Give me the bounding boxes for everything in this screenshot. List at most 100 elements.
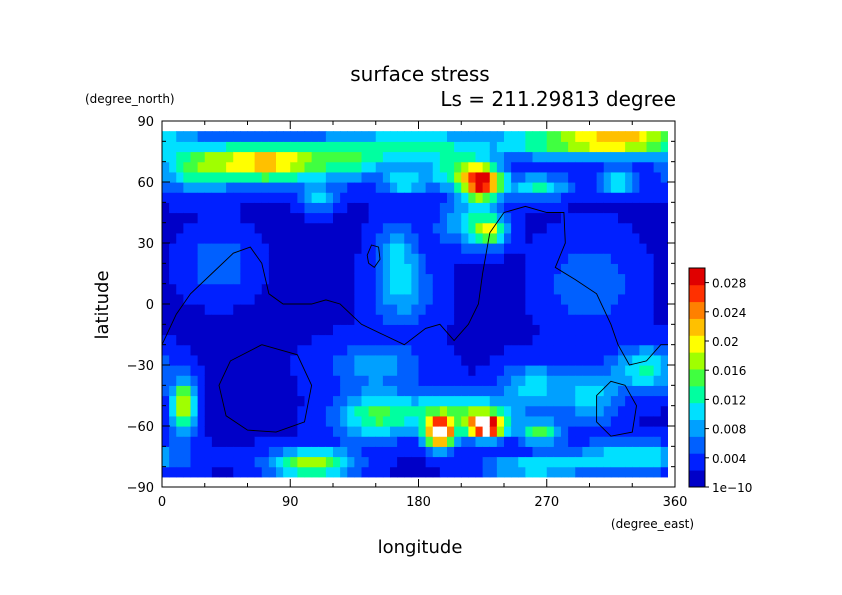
heat-cell	[176, 202, 184, 214]
heat-cell	[382, 273, 391, 285]
heat-cell	[226, 182, 234, 193]
heat-cell	[354, 354, 363, 366]
heat-cell	[660, 304, 668, 315]
heat-cell	[639, 182, 648, 193]
heat-cell	[268, 161, 277, 173]
heat-cell	[290, 171, 298, 183]
heat-cell	[368, 304, 377, 315]
heat-cell	[618, 283, 626, 295]
heat-cell	[603, 131, 612, 142]
heat-cell	[454, 171, 462, 183]
heat-cell	[439, 192, 448, 203]
heat-cell	[204, 263, 213, 275]
heat-cell	[610, 283, 619, 295]
heat-cell	[318, 161, 327, 173]
heat-cell	[176, 212, 184, 224]
heat-cell	[589, 222, 598, 234]
heat-cell	[340, 426, 348, 437]
heat-cell	[447, 192, 455, 203]
heat-cell	[496, 273, 505, 285]
heat-cell	[162, 415, 170, 427]
heat-cell	[219, 131, 227, 142]
heat-cell	[525, 151, 534, 163]
heat-cell	[297, 222, 306, 234]
heat-cell	[276, 222, 284, 234]
heat-cell	[297, 334, 306, 346]
heat-cell	[176, 263, 184, 275]
heat-cell	[568, 304, 576, 315]
heat-cell	[439, 222, 448, 234]
heat-cell	[596, 304, 605, 315]
heat-cell	[297, 354, 306, 366]
heat-cell	[297, 243, 306, 254]
heat-cell	[211, 395, 220, 407]
heat-cell	[660, 395, 668, 407]
heat-cell	[333, 426, 341, 437]
heat-cell	[190, 426, 199, 437]
heat-cell	[247, 405, 256, 417]
heat-cell	[489, 273, 498, 285]
heat-cell	[382, 466, 391, 478]
heat-cell	[226, 446, 234, 458]
heat-cell	[204, 212, 213, 224]
heat-cell	[375, 161, 384, 173]
heat-cell	[297, 436, 306, 447]
heat-cell	[197, 182, 206, 193]
heat-cell	[211, 131, 220, 142]
heat-cell	[276, 415, 284, 427]
heat-cell	[625, 192, 633, 203]
heat-cell	[475, 446, 484, 458]
heat-cell	[646, 273, 655, 285]
heat-cell	[261, 375, 270, 386]
heat-cell	[482, 436, 491, 447]
heat-cell	[553, 161, 562, 173]
heat-cell	[667, 405, 668, 417]
heat-cell	[268, 436, 277, 447]
heat-cell	[432, 395, 441, 407]
heat-cell	[397, 253, 405, 264]
heat-cell	[333, 171, 341, 183]
heat-cell	[368, 446, 377, 458]
heat-cell	[197, 395, 206, 407]
heat-cell	[268, 212, 277, 224]
heat-cell	[219, 304, 227, 315]
heat-cell	[219, 212, 227, 224]
heat-cell	[190, 293, 199, 305]
heat-cell	[261, 385, 270, 397]
heat-cell	[496, 222, 505, 234]
heat-cell	[382, 375, 391, 386]
heat-cell	[276, 202, 284, 214]
heat-cell	[290, 192, 298, 203]
heat-cell	[247, 334, 256, 346]
heat-cell	[411, 446, 420, 458]
heat-cell	[169, 344, 177, 356]
heat-cell	[546, 273, 555, 285]
heat-cell	[318, 182, 327, 193]
heat-cell	[204, 232, 213, 244]
heat-cell	[347, 161, 355, 173]
heat-cell	[176, 131, 184, 142]
heat-cell	[518, 324, 526, 336]
heat-cell	[468, 283, 477, 295]
heat-cell	[190, 314, 199, 325]
heat-cell	[468, 365, 477, 376]
heat-cell	[482, 212, 491, 224]
heat-cell	[553, 354, 562, 366]
heat-cell	[553, 283, 562, 295]
heat-cell	[475, 314, 484, 325]
heat-cell	[247, 314, 256, 325]
heat-cell	[397, 405, 405, 417]
heat-cell	[283, 304, 291, 315]
heat-cell	[432, 192, 441, 203]
heat-cell	[511, 171, 519, 183]
heat-cell	[247, 324, 256, 336]
heat-cell	[646, 151, 655, 163]
heat-cell	[375, 354, 384, 366]
heat-cell	[397, 344, 405, 356]
heat-cell	[190, 273, 199, 285]
heat-cell	[297, 344, 306, 356]
heat-cell	[539, 446, 548, 458]
heat-cell	[283, 405, 291, 417]
heat-cell	[667, 385, 668, 397]
heat-cell	[211, 354, 220, 366]
